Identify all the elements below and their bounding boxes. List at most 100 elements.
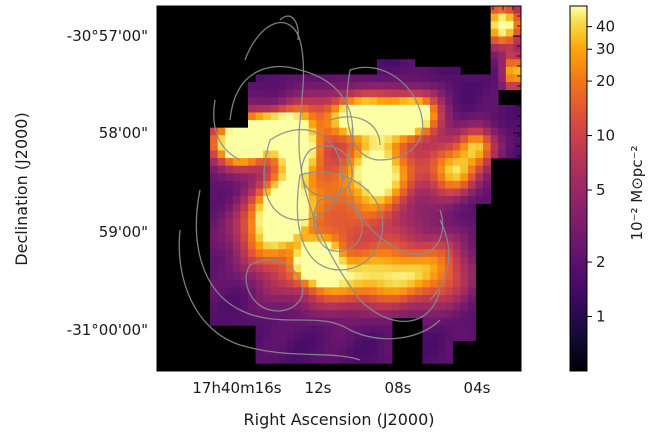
heatmap-cell bbox=[445, 310, 454, 319]
heatmap-cell bbox=[354, 82, 363, 91]
heatmap-cell bbox=[422, 104, 431, 113]
heatmap-cell bbox=[346, 74, 355, 83]
heatmap-cell bbox=[255, 150, 264, 159]
heatmap-cell bbox=[285, 82, 294, 91]
heatmap-cell bbox=[225, 294, 234, 303]
heatmap-cell bbox=[392, 89, 401, 98]
heatmap-cell bbox=[331, 302, 340, 311]
heatmap-cell bbox=[301, 112, 310, 121]
heatmap-cell bbox=[278, 294, 287, 303]
heatmap-cell bbox=[270, 112, 279, 121]
heatmap-cell bbox=[407, 294, 416, 303]
heatmap-cell bbox=[331, 256, 340, 265]
heatmap-cell bbox=[331, 180, 340, 189]
heatmap-cell bbox=[225, 196, 234, 205]
heatmap-cell bbox=[407, 287, 416, 296]
heatmap-cell bbox=[399, 158, 408, 167]
heatmap-cell bbox=[467, 196, 476, 205]
x-tick-label: 04s bbox=[464, 379, 491, 397]
heatmap-cell bbox=[392, 310, 401, 319]
heatmap-cell bbox=[248, 203, 256, 212]
heatmap-cell bbox=[467, 218, 476, 227]
heatmap-cell bbox=[278, 332, 287, 341]
heatmap-cell bbox=[293, 180, 302, 189]
heatmap-cell bbox=[445, 355, 454, 364]
heatmap-cell bbox=[392, 256, 401, 265]
heatmap-cell bbox=[339, 82, 347, 91]
heatmap-cell bbox=[346, 211, 355, 220]
heatmap-cell bbox=[301, 142, 310, 151]
heatmap-cell bbox=[354, 211, 363, 220]
heatmap-cell bbox=[301, 340, 310, 349]
heatmap-cell bbox=[460, 89, 469, 98]
heatmap-cell bbox=[232, 188, 241, 197]
heatmap-cell bbox=[445, 241, 454, 250]
heatmap-cell bbox=[414, 218, 423, 227]
heatmap-cell bbox=[339, 264, 347, 273]
heatmap-cell bbox=[232, 180, 241, 189]
heatmap-cell bbox=[445, 82, 454, 91]
heatmap-cell bbox=[308, 325, 317, 334]
heatmap-cell bbox=[475, 173, 484, 182]
heatmap-cell bbox=[248, 89, 256, 98]
heatmap-cell bbox=[210, 127, 219, 136]
heatmap-cell bbox=[354, 340, 363, 349]
heatmap-cell bbox=[339, 218, 347, 227]
heatmap-cell bbox=[293, 127, 302, 136]
heatmap-cell bbox=[285, 234, 294, 243]
heatmap-cell bbox=[392, 82, 401, 91]
heatmap-cell bbox=[255, 241, 264, 250]
heatmap-cell bbox=[331, 294, 340, 303]
heatmap-cell bbox=[339, 294, 347, 303]
heatmap-cell bbox=[217, 180, 226, 189]
heatmap-cell bbox=[301, 218, 310, 227]
heatmap-cell bbox=[323, 348, 332, 357]
heatmap-cell bbox=[217, 150, 226, 159]
heatmap-cell bbox=[414, 272, 423, 281]
heatmap-cell bbox=[399, 203, 408, 212]
heatmap-cell bbox=[270, 188, 279, 197]
heatmap-cell bbox=[422, 355, 431, 364]
heatmap-cell bbox=[399, 211, 408, 220]
colorbar-tick-label: 10 bbox=[596, 127, 615, 145]
heatmap-cell bbox=[225, 302, 234, 311]
heatmap-cell bbox=[460, 112, 469, 121]
heatmap-cell bbox=[316, 249, 325, 258]
heatmap-cell bbox=[407, 150, 416, 159]
heatmap-cell bbox=[354, 218, 363, 227]
heatmap-cell bbox=[255, 104, 264, 113]
heatmap-cell bbox=[248, 226, 256, 235]
contour-line bbox=[313, 198, 363, 252]
heatmap-cell bbox=[407, 310, 416, 319]
heatmap-cell bbox=[407, 165, 416, 174]
heatmap-cell bbox=[263, 104, 272, 113]
heatmap-cell bbox=[430, 82, 438, 91]
heatmap-cell bbox=[467, 279, 476, 288]
heatmap-cell bbox=[483, 196, 492, 205]
heatmap-cell bbox=[430, 256, 438, 265]
heatmap-cell bbox=[384, 120, 393, 129]
heatmap-cell bbox=[346, 325, 355, 334]
heatmap-cell bbox=[369, 188, 378, 197]
heatmap-cell bbox=[467, 165, 476, 174]
heatmap-cell bbox=[407, 89, 416, 98]
heatmap-cell bbox=[293, 355, 302, 364]
colorbar-label: 10⁻² M⊙pc⁻² bbox=[628, 146, 646, 241]
heatmap-cell bbox=[354, 272, 363, 281]
heatmap-cell bbox=[240, 150, 249, 159]
heatmap-cell bbox=[225, 158, 234, 167]
heatmap-cell bbox=[301, 287, 310, 296]
heatmap-cell bbox=[210, 317, 219, 326]
heatmap-cell bbox=[452, 135, 461, 144]
heatmap-cell bbox=[225, 165, 234, 174]
heatmap-cell bbox=[414, 173, 423, 182]
heatmap-cell bbox=[278, 348, 287, 357]
heatmap-cell bbox=[505, 44, 514, 53]
heatmap-cell bbox=[270, 142, 279, 151]
heatmap-cell bbox=[430, 74, 438, 83]
heatmap-cell bbox=[392, 150, 401, 159]
heatmap-cell bbox=[248, 272, 256, 281]
heatmap-cell bbox=[308, 332, 317, 341]
heatmap-cell bbox=[460, 249, 469, 258]
heatmap-cell bbox=[467, 317, 476, 326]
